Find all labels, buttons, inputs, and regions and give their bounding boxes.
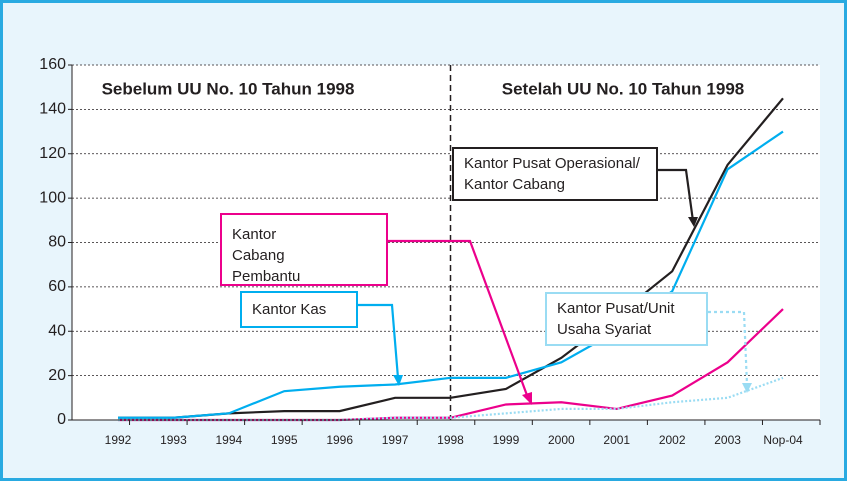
legend-entry: Kantor Pusat Operasional/ Kantor Cabang bbox=[452, 147, 658, 201]
arrow-head bbox=[522, 392, 532, 405]
x-tick-label: 1992 bbox=[105, 433, 132, 447]
series-line bbox=[118, 376, 784, 422]
y-tick-label: 80 bbox=[48, 234, 66, 251]
series-line bbox=[118, 130, 784, 419]
y-tick-label: 60 bbox=[48, 278, 66, 295]
y-tick-label: 160 bbox=[39, 56, 66, 73]
callout-arrows bbox=[358, 168, 752, 405]
x-tick-label: 1997 bbox=[382, 433, 409, 447]
x-tick-label: 2002 bbox=[659, 433, 686, 447]
x-tick-label: 1994 bbox=[215, 433, 242, 447]
arrow bbox=[708, 310, 749, 386]
y-tick-label: 120 bbox=[39, 145, 66, 162]
arrow-head bbox=[393, 375, 403, 386]
y-tick-label: 40 bbox=[48, 322, 66, 339]
y-tick-label: 100 bbox=[39, 189, 66, 206]
arrow bbox=[658, 168, 695, 222]
arrow-head bbox=[742, 383, 752, 393]
legend-entry: Kantor Cabang Pembantu bbox=[220, 213, 388, 286]
legend-entry: Kantor Kas bbox=[240, 291, 358, 328]
arrow bbox=[358, 303, 400, 379]
x-tick-label: 1993 bbox=[160, 433, 187, 447]
x-tick-label: Nop-04 bbox=[763, 433, 803, 447]
x-tick-label: 1996 bbox=[326, 433, 353, 447]
x-tick-label: 1999 bbox=[493, 433, 520, 447]
annotation: Setelah UU No. 10 Tahun 1998 bbox=[502, 79, 744, 98]
legend-entry: Kantor Pusat/Unit Usaha Syariat bbox=[545, 292, 708, 346]
y-tick-label: 0 bbox=[57, 411, 66, 428]
y-tick-label: 140 bbox=[39, 101, 66, 118]
chart: Sebelum UU No. 10 Tahun 1998 Setelah UU … bbox=[39, 56, 821, 447]
arrow-head bbox=[688, 217, 698, 227]
annotation: Sebelum UU No. 10 Tahun 1998 bbox=[102, 79, 355, 98]
x-tick-label: 2000 bbox=[548, 433, 575, 447]
y-tick-label: 20 bbox=[48, 367, 66, 384]
x-tick-label: 1998 bbox=[437, 433, 464, 447]
arrow bbox=[388, 239, 530, 399]
x-tick-label: 2003 bbox=[714, 433, 741, 447]
x-tick-label: 2001 bbox=[603, 433, 630, 447]
x-tick-label: 1995 bbox=[271, 433, 298, 447]
